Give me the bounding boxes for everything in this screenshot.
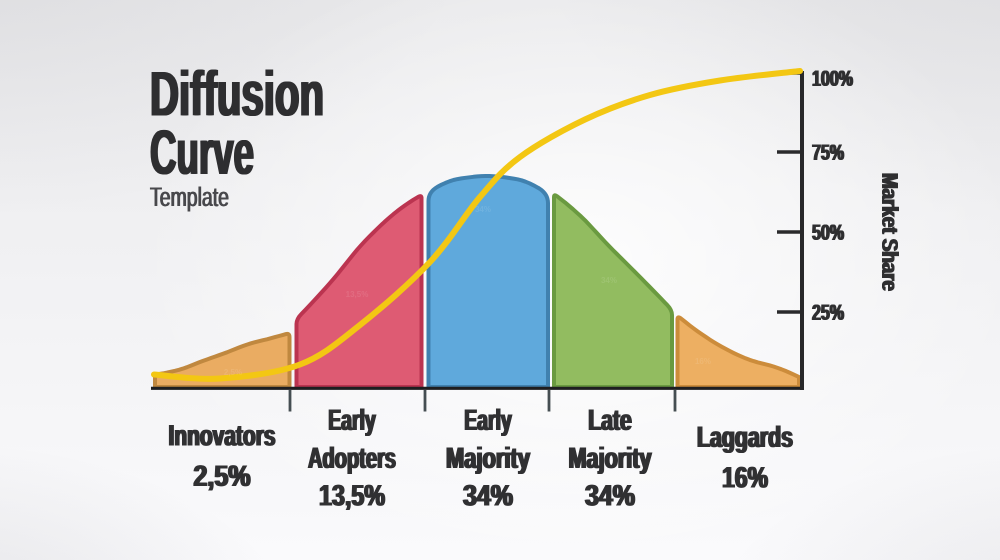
svg-text:Early: Early xyxy=(328,404,375,437)
svg-text:Majority: Majority xyxy=(570,440,653,474)
svg-text:Innovators: Innovators xyxy=(169,420,276,452)
svg-text:34%: 34% xyxy=(586,478,636,512)
svg-text:Template: Template xyxy=(150,182,229,212)
svg-text:Adopters: Adopters xyxy=(308,442,396,475)
svg-text:25%: 25% xyxy=(812,302,844,326)
svg-text:2,5%: 2,5% xyxy=(193,459,250,493)
svg-text:16%: 16% xyxy=(721,461,767,495)
svg-text:75%: 75% xyxy=(812,142,844,166)
svg-text:2,5%: 2,5% xyxy=(195,459,252,493)
svg-text:34%: 34% xyxy=(475,205,491,214)
svg-text:Majority: Majority xyxy=(447,441,531,475)
svg-text:Laggards: Laggards xyxy=(698,419,794,454)
svg-text:Majority: Majority xyxy=(446,441,530,475)
svg-text:2,5%: 2,5% xyxy=(194,459,251,493)
svg-text:Early: Early xyxy=(327,404,374,437)
svg-text:34%: 34% xyxy=(464,478,514,512)
svg-text:50%: 50% xyxy=(813,222,845,246)
svg-text:13,5%: 13,5% xyxy=(346,290,369,299)
svg-text:34%: 34% xyxy=(585,478,635,512)
svg-text:Early: Early xyxy=(329,404,376,437)
svg-text:34%: 34% xyxy=(601,276,617,285)
svg-text:Early: Early xyxy=(464,404,511,437)
svg-text:25%: 25% xyxy=(813,302,845,326)
svg-text:Diffusion: Diffusion xyxy=(149,59,323,129)
svg-text:25%: 25% xyxy=(811,302,843,326)
svg-text:Curve: Curve xyxy=(151,117,255,188)
svg-text:Innovators: Innovators xyxy=(169,420,276,452)
svg-text:Template: Template xyxy=(149,182,228,212)
svg-text:34%: 34% xyxy=(463,478,513,512)
svg-text:100%: 100% xyxy=(812,68,853,92)
svg-text:Adopters: Adopters xyxy=(307,442,395,475)
svg-text:Curve: Curve xyxy=(149,117,253,188)
svg-text:16%: 16% xyxy=(722,461,768,495)
svg-text:Majority: Majority xyxy=(569,440,652,474)
svg-text:Market Share: Market Share xyxy=(876,174,903,292)
svg-text:100%: 100% xyxy=(813,68,854,92)
svg-text:13,5%: 13,5% xyxy=(319,479,385,513)
svg-text:Late: Late xyxy=(588,405,631,437)
svg-text:Laggards: Laggards xyxy=(697,419,793,454)
svg-text:Diffusion: Diffusion xyxy=(150,59,324,129)
svg-text:100%: 100% xyxy=(811,68,852,92)
svg-text:50%: 50% xyxy=(812,222,844,246)
svg-text:Innovators: Innovators xyxy=(168,420,275,452)
svg-text:75%: 75% xyxy=(813,142,845,166)
svg-text:16%: 16% xyxy=(723,461,769,495)
svg-text:Market Share: Market Share xyxy=(876,172,903,290)
svg-text:16%: 16% xyxy=(695,357,711,366)
svg-text:75%: 75% xyxy=(811,142,843,166)
svg-text:13,5%: 13,5% xyxy=(320,479,386,513)
svg-text:Early: Early xyxy=(463,404,510,437)
svg-text:34%: 34% xyxy=(462,478,512,512)
svg-text:Majority: Majority xyxy=(445,441,529,475)
svg-text:Laggards: Laggards xyxy=(696,419,792,454)
svg-text:Late: Late xyxy=(589,405,632,437)
svg-text:Diffusion: Diffusion xyxy=(151,59,325,129)
svg-text:34%: 34% xyxy=(584,478,634,512)
svg-text:50%: 50% xyxy=(811,222,843,246)
svg-text:13,5%: 13,5% xyxy=(318,479,384,513)
svg-text:Market Share: Market Share xyxy=(876,173,903,291)
svg-text:Late: Late xyxy=(587,405,630,437)
svg-text:2,5%: 2,5% xyxy=(224,368,242,377)
svg-text:Curve: Curve xyxy=(150,117,254,188)
svg-text:Template: Template xyxy=(151,182,230,212)
svg-text:Adopters: Adopters xyxy=(309,442,397,475)
svg-text:Majority: Majority xyxy=(568,440,651,474)
svg-text:Early: Early xyxy=(465,404,512,437)
